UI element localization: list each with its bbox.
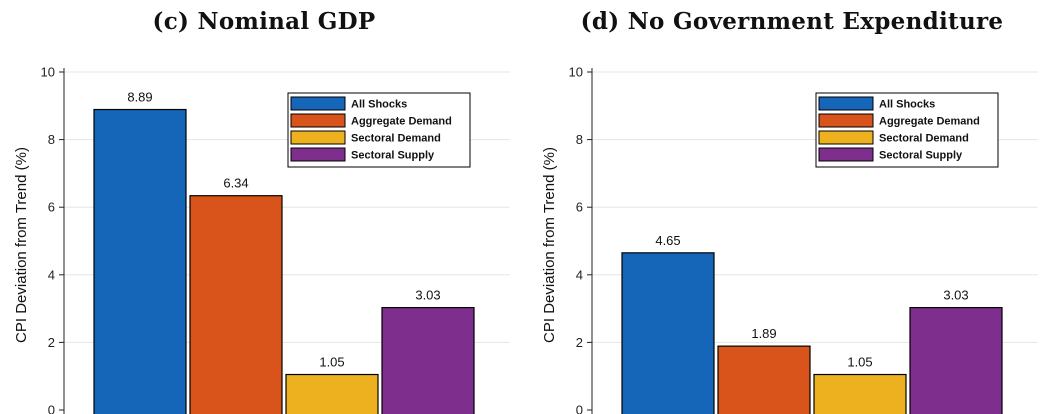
legend-label: Sectoral Supply: [351, 150, 435, 162]
legend-label: All Shocks: [879, 99, 935, 111]
legend-label: Sectoral Demand: [879, 133, 969, 145]
y-tick-label: 6: [48, 200, 55, 215]
data-label: 3.03: [415, 288, 440, 303]
y-axis-label: CPI Deviation from Trend (%): [541, 147, 558, 343]
bar-all-shocks: [93, 108, 187, 414]
chart-svg: 0 2 4 6 8 10 CPI Deviation from Trend (%) 4.65 1…: [541, 65, 1038, 414]
legend-label: Sectoral Demand: [351, 133, 441, 145]
chart-svg: 0 2 4 6 8 10 CPI Deviation from Trend (%) 8.89 6…: [13, 65, 510, 414]
chart-title: (c) Nominal GDP: [152, 8, 376, 35]
y-tick-label: 4: [576, 267, 583, 282]
data-label: 1.05: [319, 355, 344, 370]
legend-swatch-all-shocks: [290, 96, 346, 111]
bar-sectoral-demand: [285, 373, 379, 414]
chart-title: (d) No Government Expenditure: [580, 8, 1004, 35]
legend-label: Aggregate Demand: [351, 116, 452, 128]
bar-aggregate-demand: [717, 345, 811, 414]
y-tick-label: 2: [576, 335, 583, 350]
bar-sectoral-supply: [909, 306, 1003, 414]
bar-aggregate-demand: [189, 195, 283, 414]
chart-panel-d: (d) No Government Expenditure 0 2 4 6 8 10 CPI…: [528, 0, 1056, 414]
legend-swatch-sectoral-demand: [290, 130, 346, 145]
legend-label: All Shocks: [351, 99, 407, 111]
y-axis-label: CPI Deviation from Trend (%): [13, 147, 30, 343]
data-label: 3.03: [943, 288, 968, 303]
chart-panel-c: (c) Nominal GDP 0 2 4 6 8 10 CPI Deviation fro…: [13, 8, 510, 414]
bar-sectoral-demand: [813, 373, 907, 414]
y-tick-label: 6: [576, 200, 583, 215]
y-tick-label: 10: [569, 65, 583, 80]
y-tick-label: 0: [48, 403, 55, 414]
legend-swatch-sectoral-supply: [290, 147, 346, 162]
data-label: 4.65: [655, 233, 680, 248]
legend-swatch-all-shocks: [818, 96, 874, 111]
legend-swatch-aggregate-demand: [818, 113, 874, 128]
y-tick-label: 4: [48, 267, 55, 282]
data-label: 1.05: [847, 355, 872, 370]
data-label: 8.89: [127, 90, 152, 105]
bar-sectoral-supply: [381, 306, 475, 414]
legend-label: Sectoral Supply: [879, 150, 963, 162]
data-label: 1.89: [751, 326, 776, 341]
legend-swatch-aggregate-demand: [290, 113, 346, 128]
legend-swatch-sectoral-supply: [818, 147, 874, 162]
y-tick-label: 2: [48, 335, 55, 350]
legend-swatch-sectoral-demand: [818, 130, 874, 145]
y-tick-label: 8: [576, 132, 583, 147]
data-label: 6.34: [223, 176, 248, 191]
y-tick-label: 0: [576, 403, 583, 414]
y-tick-label: 10: [41, 65, 55, 80]
bar-all-shocks: [621, 252, 715, 414]
legend-label: Aggregate Demand: [879, 116, 980, 128]
y-tick-label: 8: [48, 132, 55, 147]
